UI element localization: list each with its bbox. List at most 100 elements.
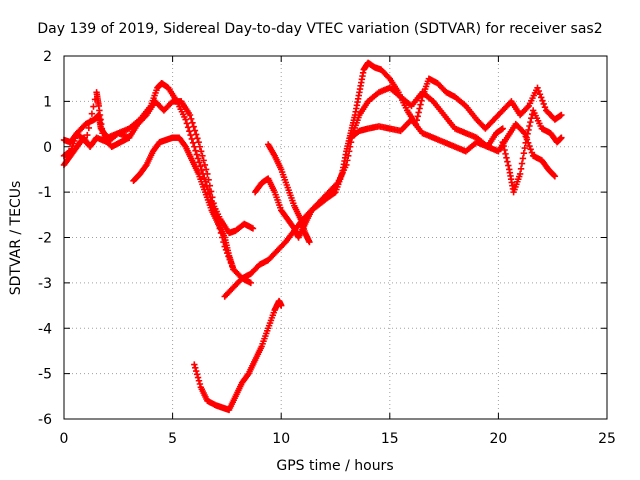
data-point-marker <box>416 105 423 112</box>
data-point-marker <box>244 371 251 379</box>
data-point-marker <box>189 119 196 126</box>
data-point-marker <box>200 157 207 164</box>
data-point-marker <box>503 154 510 161</box>
data-point-marker <box>333 181 340 188</box>
data-point-marker <box>82 139 89 146</box>
data-point-marker <box>414 113 421 120</box>
data-point-marker <box>278 302 285 309</box>
data-point-marker <box>528 115 535 122</box>
series-track-f <box>264 141 313 246</box>
data-point-marker <box>186 111 194 119</box>
data-point-marker <box>199 152 206 160</box>
y-tick-label: -5 <box>38 367 52 383</box>
data-point-marker <box>535 87 542 95</box>
data-point-marker <box>191 143 198 150</box>
data-point-marker <box>188 115 195 123</box>
data-point-marker <box>87 117 94 125</box>
data-point-marker <box>142 113 149 120</box>
y-tick-label: 2 <box>43 49 52 65</box>
series-track-d <box>130 134 237 273</box>
data-point-marker <box>521 144 528 152</box>
data-point-marker <box>191 127 199 134</box>
data-point-marker <box>207 188 215 195</box>
data-point-marker <box>385 74 392 81</box>
data-point-marker <box>540 100 547 108</box>
data-point-marker <box>85 124 93 132</box>
data-point-marker <box>538 94 545 101</box>
data-point-marker <box>306 238 313 246</box>
data-point-marker <box>194 374 202 381</box>
data-point-marker <box>206 182 214 189</box>
data-point-marker <box>196 159 203 166</box>
data-point-marker <box>344 157 351 164</box>
series-track-j <box>191 297 285 414</box>
series-track-g <box>251 84 506 241</box>
data-point-marker <box>502 150 509 158</box>
x-tick-label: 10 <box>272 431 290 447</box>
data-point-marker <box>186 127 193 135</box>
data-point-marker <box>415 109 422 116</box>
data-point-marker <box>201 174 208 182</box>
data-point-marker <box>417 101 424 108</box>
x-tick-label: 25 <box>598 431 616 447</box>
data-point-marker <box>192 131 200 138</box>
data-point-marker <box>204 170 211 178</box>
data-point-marker <box>195 377 203 384</box>
data-point-marker <box>197 148 205 155</box>
y-axis-label: SDTVAR / TECUs <box>8 181 24 296</box>
data-point-marker <box>249 225 257 232</box>
data-point-marker <box>534 84 541 91</box>
data-point-marker <box>519 155 527 162</box>
data-point-marker <box>195 139 202 146</box>
data-point-marker <box>541 104 549 111</box>
data-point-marker <box>192 367 200 375</box>
data-point-marker <box>190 123 197 130</box>
x-tick-label: 5 <box>168 431 177 447</box>
data-point-marker <box>550 172 558 179</box>
x-tick-label: 15 <box>381 431 399 447</box>
data-point-marker <box>194 155 202 162</box>
data-point-marker <box>201 161 209 169</box>
data-point-marker <box>346 143 354 150</box>
data-point-marker <box>188 135 196 143</box>
data-point-marker <box>230 266 237 273</box>
data-point-marker <box>193 151 201 158</box>
data-point-marker <box>522 139 529 147</box>
data-point-marker <box>525 126 532 134</box>
y-tick-label: 0 <box>43 140 52 156</box>
data-point-marker <box>184 124 192 131</box>
data-point-marker <box>196 380 204 388</box>
plot-frame <box>63 55 608 420</box>
data-point-marker <box>500 142 507 150</box>
y-tick-label: -3 <box>38 276 52 292</box>
data-point-marker <box>192 364 199 371</box>
data-point-marker <box>196 143 204 150</box>
data-point-marker <box>182 116 189 123</box>
data-point-marker <box>194 135 201 142</box>
data-point-marker <box>197 162 204 170</box>
series-track-c <box>60 89 133 160</box>
data-point-marker <box>183 120 191 127</box>
data-point-marker <box>247 279 254 287</box>
data-point-marker <box>517 165 525 172</box>
data-point-marker <box>125 134 133 141</box>
chart-title: Day 139 of 2019, Sidereal Day-to-day VTE… <box>37 21 602 37</box>
data-point-marker <box>536 91 544 98</box>
data-point-marker <box>345 148 353 155</box>
data-point-marker <box>187 131 194 139</box>
data-point-marker <box>539 97 546 104</box>
data-point-marker <box>202 166 210 173</box>
data-point-marker <box>505 162 512 169</box>
series-track-i <box>499 107 565 196</box>
data-point-marker <box>523 134 530 141</box>
y-tick-label: -4 <box>38 321 52 337</box>
x-tick-label: 0 <box>60 431 69 447</box>
data-point-marker <box>193 371 201 378</box>
data-point-marker <box>551 173 559 180</box>
data-point-marker <box>504 158 511 165</box>
data-point-marker <box>524 104 531 111</box>
data-point-marker <box>518 160 526 167</box>
data-point-marker <box>516 170 524 178</box>
x-axis-label: GPS time / hours <box>276 458 393 474</box>
